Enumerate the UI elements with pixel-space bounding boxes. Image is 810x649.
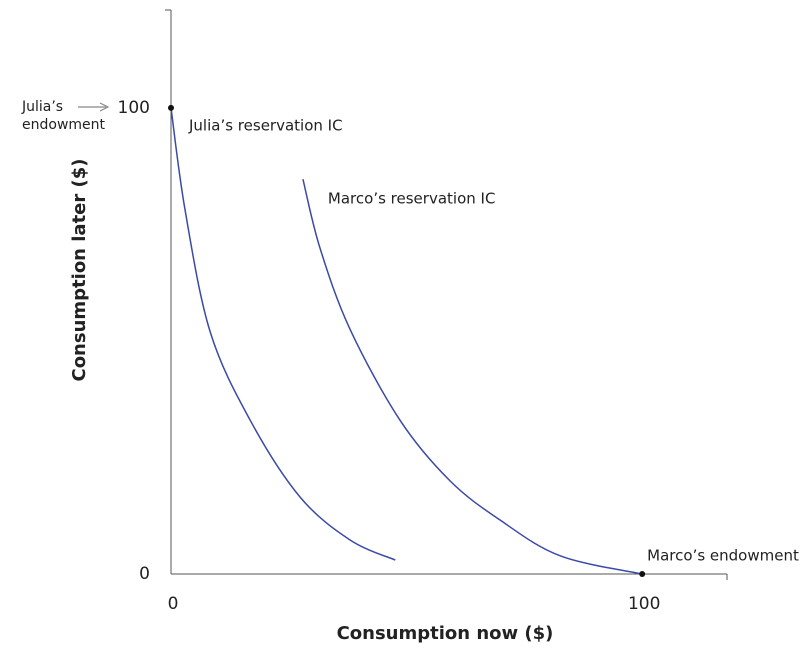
y-axis-title: Consumption later ($) [69,158,90,381]
x-tick-label: 0 [168,594,179,614]
endowment-point [639,571,646,577]
x-tick-label: 100 [628,594,660,614]
curve [170,107,396,561]
endowment-label: Marco’s endowment [647,547,799,565]
curve-label: Julia’s reservation IC [188,116,343,134]
endowment-point [168,104,174,111]
curve-label: Marco’s reservation IC [328,190,496,208]
x-axis-title: Consumption now ($) [337,623,554,644]
curve [302,179,643,575]
endowment-label: Julia’s endowment [22,99,106,133]
arrow-head [99,102,110,112]
y-tick-label: 100 [118,98,150,118]
y-tick-label: 0 [139,564,150,584]
